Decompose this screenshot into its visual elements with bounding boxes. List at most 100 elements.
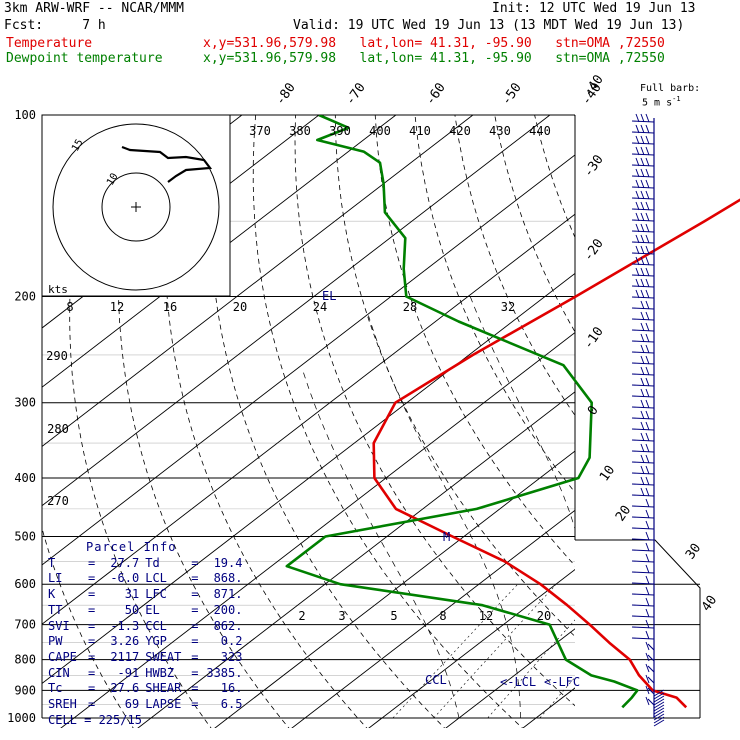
parcel-value: 868. xyxy=(213,571,243,586)
wind-barb xyxy=(631,553,655,563)
wind-barb xyxy=(631,190,655,200)
mixing-ratio-label: 32 xyxy=(501,300,515,314)
parcel-value: -91 xyxy=(117,665,140,680)
temperature-tick-label: -30 xyxy=(581,152,607,180)
parcel-equals: = xyxy=(88,697,96,712)
parcel-row: SVI = -1.3 CCL = 862. xyxy=(48,618,242,635)
level-marker: <-LCL xyxy=(500,675,536,689)
temperature-tick-label: 0 xyxy=(585,403,602,418)
wind-barb xyxy=(645,641,655,651)
isotherm xyxy=(60,332,575,728)
parcel-value: -6.0 xyxy=(110,571,140,586)
parcel-value: 27.6 xyxy=(110,681,140,696)
wind-barb-surface xyxy=(653,689,665,697)
parcel-value: 6.5 xyxy=(220,697,243,712)
parcel-row: LI = -6.0 LCL = 868. xyxy=(48,571,242,587)
dewpoint-label: Dewpoint temperature xyxy=(6,51,163,66)
pressure-label-100: 100 xyxy=(14,108,36,122)
parcel-key: SHEAR xyxy=(145,681,182,696)
isotherm xyxy=(42,154,575,566)
theta-label: 370 xyxy=(249,124,271,138)
wind-barb xyxy=(631,355,655,365)
moist-adiabat xyxy=(302,370,460,719)
wind-barb xyxy=(631,289,655,299)
parcel-info-title: Parcel Info xyxy=(86,540,177,554)
wind-barb xyxy=(631,256,655,266)
parcel-key: Tc xyxy=(48,681,63,696)
parcel-row: CIN = -91 HWBZ = 3385. xyxy=(48,665,242,682)
parcel-key: HWBZ xyxy=(145,665,175,680)
mixing-ratio-line xyxy=(433,583,557,719)
dewpoint-line xyxy=(285,115,639,709)
isotherm xyxy=(42,115,397,388)
parcel-value: 3385. xyxy=(206,665,243,680)
temperature-tick-label: -10 xyxy=(581,324,607,352)
parcel-key: YGP xyxy=(145,634,167,649)
isotherm xyxy=(42,115,551,507)
wind-barb-surface xyxy=(653,719,665,727)
parcel-key: LFC xyxy=(145,587,167,602)
mixing-ratio-line xyxy=(539,676,575,719)
pressure-label-400: 400 xyxy=(14,471,36,485)
dry-adiabat xyxy=(574,115,575,119)
parcel-equals: = xyxy=(191,571,199,586)
wind-barb xyxy=(631,223,655,233)
wind-barb xyxy=(645,674,655,684)
temperature-tick-label: -20 xyxy=(581,236,607,264)
wind-barb xyxy=(631,245,655,255)
wind-barb xyxy=(631,234,655,244)
wind-barb xyxy=(631,135,655,145)
wind-barb xyxy=(631,586,655,596)
level-marker: CCL xyxy=(425,673,447,687)
parcel-info-panel: Parcel Info T = 27.7 Td = 19.4 LI = -6.0 LCL = 868.… xyxy=(48,540,242,728)
parcel-equals: = xyxy=(191,634,199,649)
wind-barb xyxy=(631,157,655,167)
isotherm xyxy=(137,391,575,728)
forecast-hour: Fcst: 7 h xyxy=(4,18,106,33)
wind-barb xyxy=(631,212,655,222)
wind-barb xyxy=(631,520,655,530)
wind-barb xyxy=(631,443,655,453)
wind-barb xyxy=(631,344,655,354)
parcel-equals: = xyxy=(88,649,96,664)
upper-temperature-label: -50 xyxy=(499,80,525,108)
parcel-equals: = xyxy=(191,649,199,664)
wind-barb-surface xyxy=(653,713,665,721)
hodograph: 10 15 kts xyxy=(41,114,231,297)
parcel-key: Td xyxy=(145,555,160,570)
theta-label: 380 xyxy=(289,124,311,138)
wind-barb xyxy=(631,432,655,442)
dry-adiabat xyxy=(294,115,575,707)
wind-barb-surface xyxy=(653,707,665,715)
parcel-key: LCL xyxy=(145,571,167,586)
parcel-equals: = xyxy=(88,618,96,633)
wind-barb xyxy=(645,652,655,662)
parcel-row: Tc = 27.6 SHEAR = 16. xyxy=(48,681,242,697)
mixing-ratio-line xyxy=(587,584,701,718)
dry-adiabat xyxy=(164,115,368,728)
dry-adiabat xyxy=(252,115,523,728)
init-time: Init: 12 UTC Wed 19 Jun 13 xyxy=(492,1,696,16)
temperature-tick-label: 20 xyxy=(613,503,634,524)
upper-temperature-label: -80 xyxy=(273,80,299,108)
wind-barb xyxy=(631,201,655,211)
parcel-value: -1.3 xyxy=(110,618,140,633)
isotherm xyxy=(522,687,575,728)
temperature-location: x,y=531.96,579.98 lat,lon= 41.31, -95.90… xyxy=(203,36,665,51)
parcel-value: 871. xyxy=(213,587,243,602)
parcel-key: LI xyxy=(48,571,63,586)
wind-barb xyxy=(631,421,655,431)
plot-area xyxy=(42,115,701,728)
wind-barb xyxy=(645,696,655,706)
parcel-value: 862. xyxy=(213,618,243,633)
pressure-label-1000: 1000 xyxy=(7,711,36,725)
parcel-equals: = xyxy=(191,618,199,633)
parcel-value: 69 xyxy=(124,697,140,712)
theta-label: 400 xyxy=(369,124,391,138)
wind-barb-surface xyxy=(653,704,665,712)
hodograph-ring-label: 10 xyxy=(105,172,121,188)
hodograph-trace xyxy=(121,145,213,183)
isotherm xyxy=(214,450,575,728)
temperature-tick-label: 10 xyxy=(597,463,618,484)
